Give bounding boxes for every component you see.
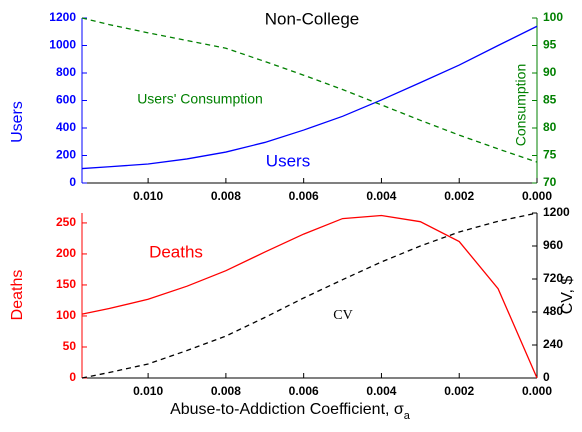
y-axis-label: Deaths [9, 270, 26, 321]
y-axis-label: Users [9, 101, 26, 143]
y-tick-label: 100 [56, 308, 76, 322]
annotation: Users [266, 151, 310, 170]
series-line [81, 17, 538, 163]
annotation: Deaths [149, 242, 203, 261]
y-tick-label: 1000 [49, 38, 76, 52]
y-tick-label: 1200 [49, 10, 76, 24]
y-tick-label: 200 [56, 246, 76, 260]
x-tick-label: 0.010 [133, 384, 163, 398]
y-tick-label: 800 [56, 65, 76, 79]
y-tick-label: 0 [69, 370, 76, 384]
annotation: CV [333, 308, 352, 323]
y2-tick-label: 0 [543, 370, 550, 384]
x-axis-label: Abuse-to-Addiction Coefficient, σa [170, 401, 411, 422]
x-tick-label: 0.000 [522, 189, 552, 203]
x-tick-label: 0.000 [522, 384, 552, 398]
y-tick-label: 50 [63, 339, 77, 353]
y2-tick-label: 100 [543, 10, 563, 24]
x-tick-label: 0.002 [444, 189, 474, 203]
x-tick-label: 0.010 [133, 189, 163, 203]
x-tick-label: 0.008 [211, 189, 241, 203]
y2-axis-label: CV, $ [559, 276, 576, 315]
chart-title: Non-College [265, 9, 360, 28]
annotation: Users' Consumption [137, 91, 263, 107]
x-tick-label: 0.004 [366, 384, 396, 398]
y2-tick-label: 70 [543, 175, 557, 189]
x-axis-label-text: Abuse-to-Addiction Coefficient, σ [170, 401, 404, 418]
y2-tick-label: 90 [543, 65, 557, 79]
y2-axis-label: Consumption [513, 64, 529, 147]
y2-tick-label: 480 [543, 304, 563, 318]
y2-tick-label: 720 [543, 271, 563, 285]
x-tick-label: 0.002 [444, 384, 474, 398]
x-tick-label: 0.008 [211, 384, 241, 398]
y-tick-label: 400 [56, 120, 76, 134]
series-line [81, 25, 538, 170]
y-tick-label: 0 [69, 175, 76, 189]
y-tick-label: 200 [56, 148, 76, 162]
x-tick-label: 0.006 [289, 189, 319, 203]
y2-tick-label: 85 [543, 93, 557, 107]
y2-tick-label: 75 [543, 148, 557, 162]
x-tick-label: 0.004 [366, 189, 396, 203]
x-axis-label-sub: a [404, 410, 411, 422]
y-tick-label: 150 [56, 277, 76, 291]
y-tick-label: 600 [56, 93, 76, 107]
series-line [81, 214, 538, 379]
y2-tick-label: 80 [543, 120, 557, 134]
y2-tick-label: 95 [543, 38, 557, 52]
y-tick-label: 250 [56, 215, 76, 229]
y2-tick-label: 1200 [543, 205, 570, 219]
y2-tick-label: 240 [543, 337, 563, 351]
x-tick-label: 0.006 [289, 384, 319, 398]
y2-tick-label: 960 [543, 238, 563, 252]
series-line [81, 212, 538, 379]
